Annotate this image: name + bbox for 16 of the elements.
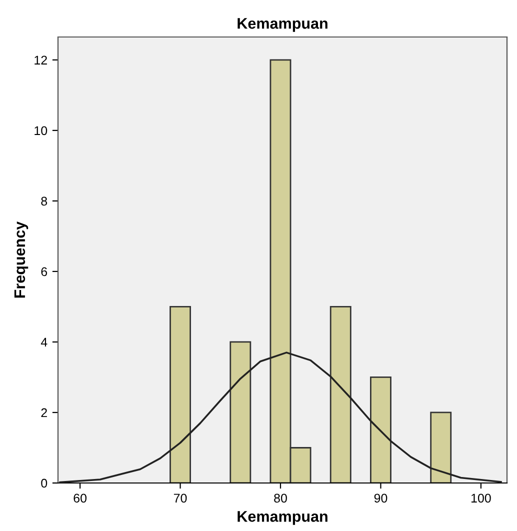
x-tick-label: 70	[174, 494, 187, 503]
x-tick-label: 80	[274, 494, 287, 503]
y-axis-title: Frequency	[14, 221, 28, 298]
y-tick-label: 4	[40, 338, 48, 346]
y-tick-label: 0	[41, 478, 48, 488]
x-axis-title: Kemampuan	[238, 511, 328, 525]
x-tick-label: 60	[74, 494, 87, 503]
x-tick-label: 100	[471, 494, 491, 503]
chart-title: Kemampuan	[238, 18, 328, 32]
y-tick-label: 6	[41, 267, 48, 276]
x-tick-label: 90	[374, 494, 388, 503]
y-tick-label: 10	[34, 126, 48, 136]
y-tick-label: 2	[41, 408, 47, 418]
y-tick-label: 12	[34, 56, 47, 64]
y-tick-label: 8	[41, 196, 48, 206]
line-series	[59, 352, 502, 483]
